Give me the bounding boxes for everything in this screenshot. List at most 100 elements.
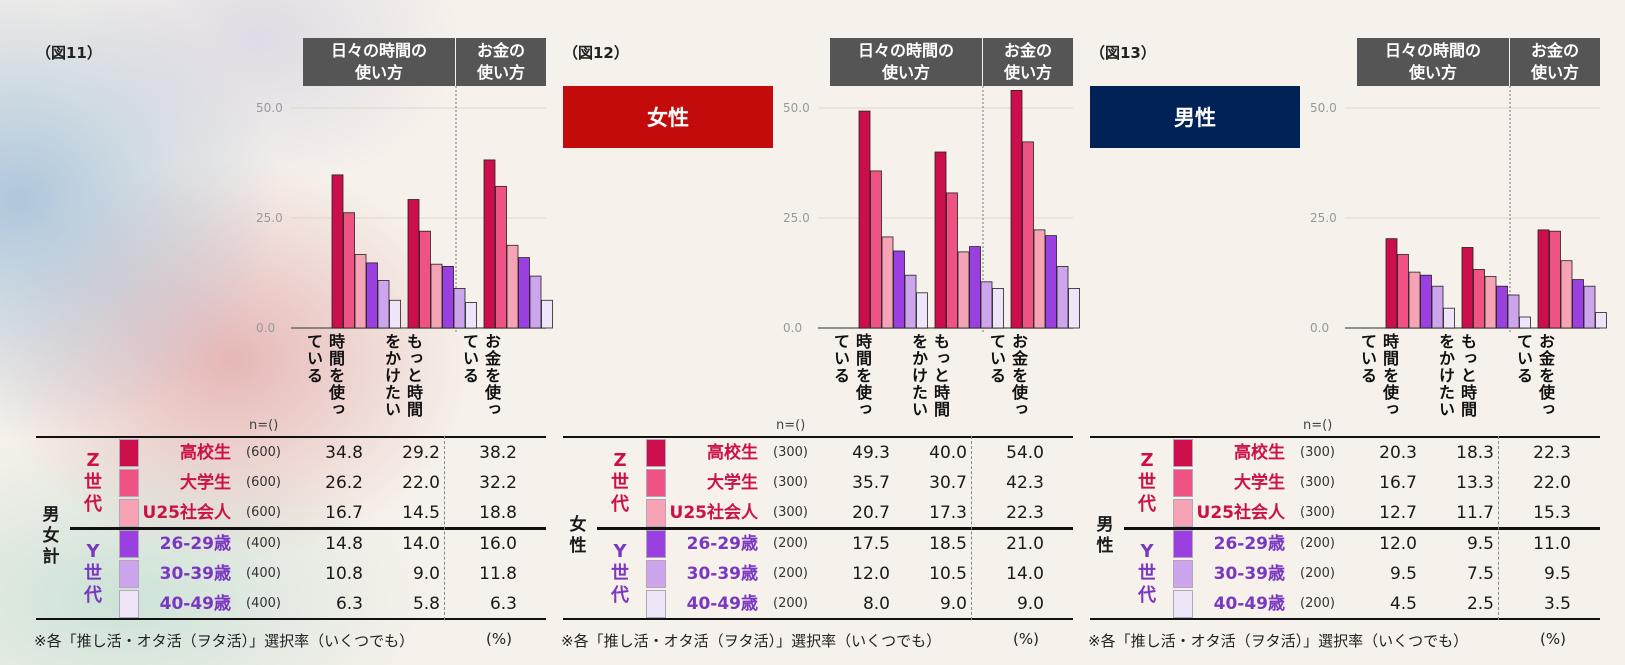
color-swatch <box>646 439 666 467</box>
category-label-3: お金を使っ ている <box>1512 333 1556 433</box>
category-label-2-col1: もっと時間 <box>931 333 950 418</box>
footnote: ※各「推し活・オタ活（ヲタ活）」選択率（いくつでも） <box>34 632 415 650</box>
table-row-40-49: 40-49歳 (200) 4.5 2.5 3.5 <box>1090 589 1600 619</box>
bar <box>1473 269 1485 329</box>
bar <box>331 174 344 329</box>
row-label: 26-29歳 <box>159 534 231 554</box>
value-more-time: 18.3 <box>1456 443 1494 463</box>
total-label: 男 性 <box>1090 494 1120 578</box>
category-label-1-col1: 時間を使っ <box>326 333 345 418</box>
bar <box>1595 312 1607 329</box>
header-time-line2: 使い方 <box>881 63 930 82</box>
bar-chart: 50.0 25.0 0.0 <box>783 86 1080 335</box>
bar <box>1045 235 1057 329</box>
header-time-line1: 日々の時間の <box>330 41 427 60</box>
z-generation-label: Z 世 代 <box>1136 438 1158 527</box>
category-label-2-col2: をかけたい <box>382 333 401 418</box>
bar <box>366 262 378 329</box>
table-top-rule <box>36 436 546 438</box>
gen-char: 代 <box>611 493 629 515</box>
bar <box>419 230 431 329</box>
value-money-use: 9.0 <box>1016 594 1044 614</box>
bars-group <box>858 90 1080 329</box>
bar <box>1056 265 1069 329</box>
category-label-1: 時間を使っ ている <box>829 333 873 433</box>
header-money-line2: 使い方 <box>1003 63 1052 82</box>
category-label-2-col1: もっと時間 <box>1458 333 1477 418</box>
value-more-time: 2.5 <box>1466 594 1494 614</box>
color-swatch <box>119 590 139 618</box>
value-more-time: 14.5 <box>402 503 440 523</box>
y-tick-0: 0.0 <box>1310 321 1329 335</box>
value-more-time: 30.7 <box>929 473 967 493</box>
bar <box>969 246 981 329</box>
value-more-time: 9.5 <box>1466 534 1494 554</box>
table-row-high-school: 高校生 (300) 20.3 18.3 22.3 <box>1090 438 1600 468</box>
value-money-use: 22.0 <box>1533 473 1571 493</box>
category-label-3-col1: お金を使っ <box>1009 333 1028 418</box>
bar <box>377 280 390 329</box>
color-swatch <box>119 499 139 527</box>
table-row-u25-worker: U25社会人 (300) 12.7 11.7 15.3 <box>1090 498 1600 528</box>
table-row-40-49: 40-49歳 (200) 8.0 9.0 9.0 <box>563 589 1073 619</box>
header-time-usage: 日々の時間の 使い方 <box>830 38 982 86</box>
value-time-use: 49.3 <box>852 443 890 463</box>
category-label-1-col1: 時間を使っ <box>1380 333 1399 418</box>
table-row-26-29: 26-29歳 (200) 12.0 9.5 11.0 <box>1090 529 1600 559</box>
bar <box>1496 285 1508 329</box>
table-bottom-rule <box>563 618 1073 620</box>
y-tick-50: 50.0 <box>783 101 810 115</box>
y-tick-25: 25.0 <box>256 211 283 225</box>
sample-size: (400) <box>246 566 281 581</box>
value-money-use: 54.0 <box>1006 443 1044 463</box>
value-time-use: 9.5 <box>1389 564 1417 584</box>
table-mid-rule <box>70 527 546 530</box>
bar <box>1385 238 1398 329</box>
total-label: 男 女 計 <box>36 494 66 578</box>
value-more-time: 9.0 <box>412 564 440 584</box>
header-money-line1: お金の <box>1530 41 1579 60</box>
bar <box>1549 230 1561 329</box>
header-time-line2: 使い方 <box>1408 63 1457 82</box>
value-more-time: 13.3 <box>1456 473 1494 493</box>
value-time-use: 16.7 <box>325 503 363 523</box>
n-label: n=() <box>249 418 279 433</box>
header-money-usage: お金の 使い方 <box>456 38 546 86</box>
table-money-divider <box>971 436 972 620</box>
row-label: 高校生 <box>707 443 758 463</box>
row-label: U25社会人 <box>669 503 758 523</box>
value-time-use: 20.7 <box>852 503 890 523</box>
header-money-line2: 使い方 <box>476 63 525 82</box>
sample-size: (200) <box>773 596 808 611</box>
y-generation-label: Y 世 代 <box>609 530 631 618</box>
table-row-u25-worker: U25社会人 (600) 16.7 14.5 18.8 <box>36 498 546 528</box>
bar <box>1397 254 1409 329</box>
value-more-time: 14.0 <box>402 534 440 554</box>
table-money-divider <box>1498 436 1499 620</box>
category-label-1-col2: ている <box>1358 333 1377 384</box>
category-label-2-col2: をかけたい <box>909 333 928 418</box>
category-label-3-col1: お金を使っ <box>1536 333 1555 418</box>
gen-char: 世 <box>611 471 629 493</box>
value-time-use: 20.3 <box>1379 443 1417 463</box>
header-time-usage: 日々の時間の 使い方 <box>303 38 455 86</box>
category-label-2-col2: をかけたい <box>1436 333 1455 418</box>
row-label: 26-29歳 <box>1213 534 1285 554</box>
table-bottom-rule <box>1090 618 1600 620</box>
bar <box>992 287 1004 329</box>
color-swatch <box>1173 560 1193 588</box>
bar <box>858 110 871 329</box>
row-label: 40-49歳 <box>1213 594 1285 614</box>
sample-size: (200) <box>1300 596 1335 611</box>
bar <box>465 302 477 329</box>
n-label: n=() <box>776 418 806 433</box>
value-money-use: 42.3 <box>1006 473 1044 493</box>
value-more-time: 11.7 <box>1456 503 1494 523</box>
total-char: 性 <box>1096 536 1114 556</box>
value-money-use: 22.3 <box>1533 443 1571 463</box>
bar <box>1033 229 1046 329</box>
value-time-use: 14.8 <box>325 534 363 554</box>
category-label-2: もっと時間 をかけたい <box>907 333 951 433</box>
sample-size: (600) <box>246 445 281 460</box>
bar <box>1010 90 1023 329</box>
